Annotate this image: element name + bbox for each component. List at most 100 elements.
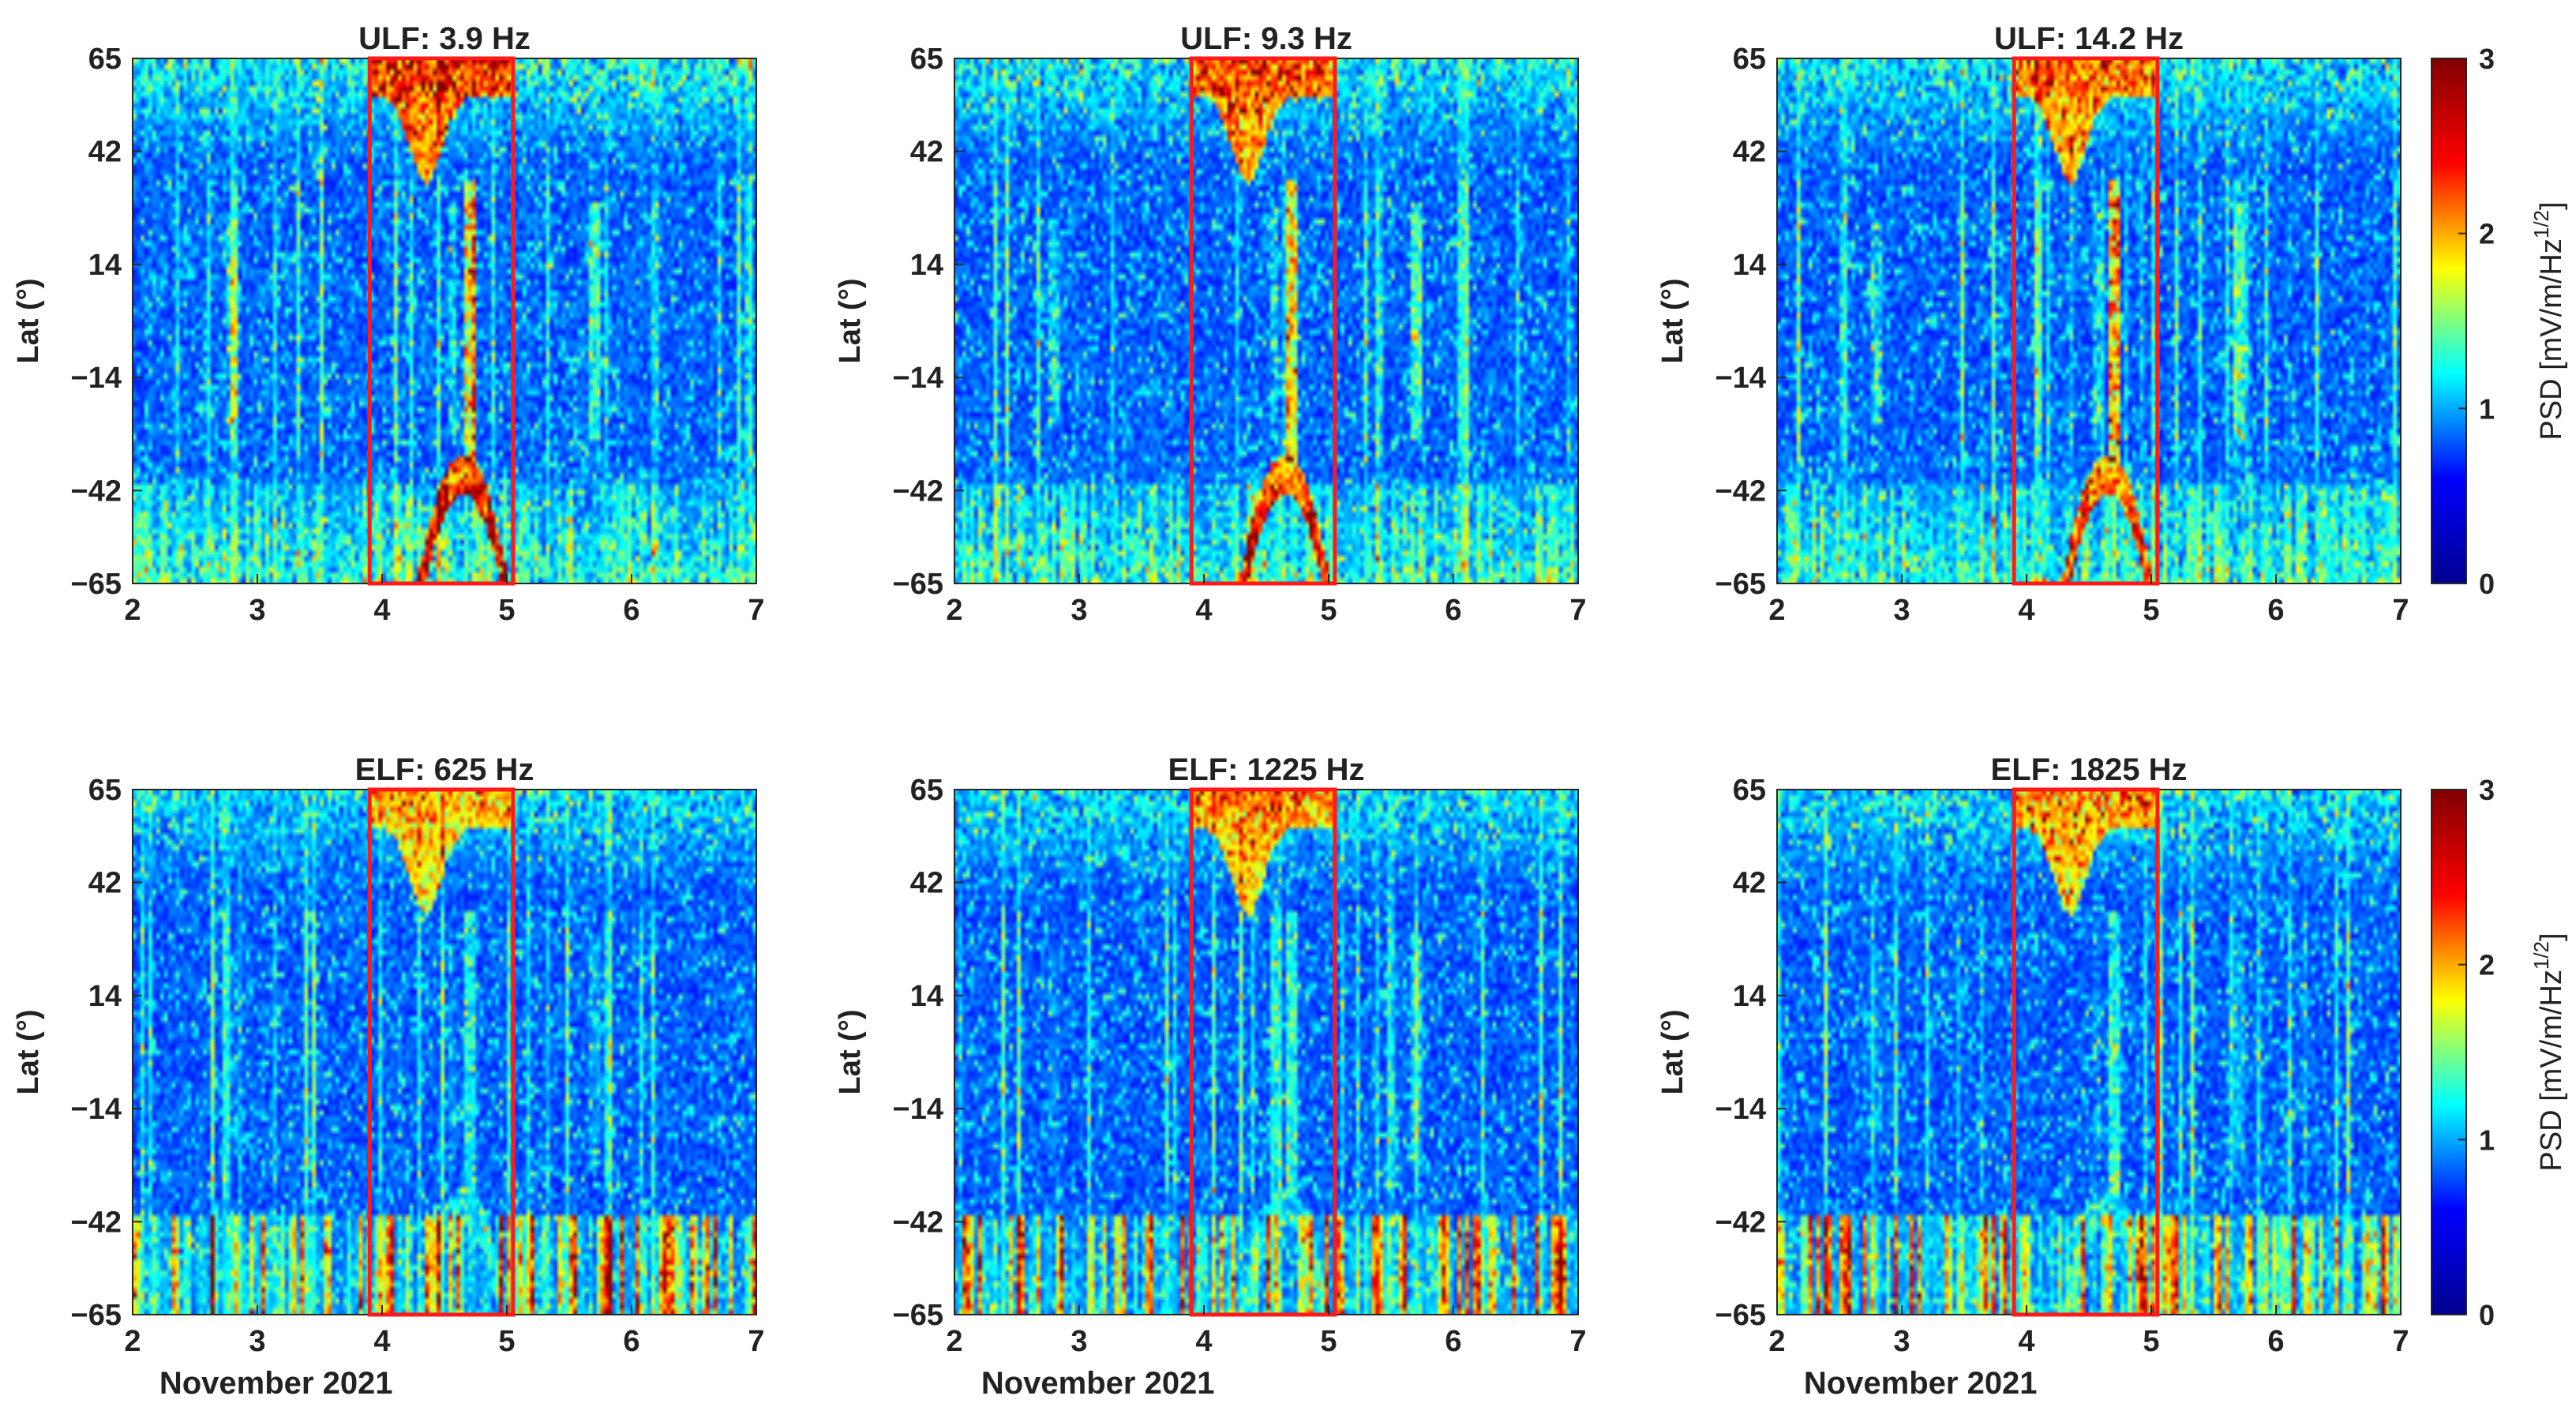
x-tick-label: 7: [2392, 594, 2409, 627]
y-axis-label: Lat (°): [834, 278, 867, 363]
y-tick-label: 65: [1733, 43, 1766, 76]
panel-title: ELF: 1225 Hz: [1168, 752, 1365, 787]
y-axis-label: Lat (°): [12, 278, 45, 363]
panel-title: ULF: 14.2 Hz: [1994, 21, 2184, 56]
y-tick-label: −42: [71, 1206, 122, 1239]
x-tick-label: 4: [1195, 594, 1212, 627]
colorbar-tick-label: 0: [2479, 1299, 2495, 1331]
y-tick-label: 65: [910, 43, 943, 76]
y-tick-label: 65: [1733, 774, 1766, 807]
x-axis-label: November 2021: [1804, 1366, 2038, 1401]
colorbar-tick-label: 3: [2479, 43, 2495, 75]
x-tick-label: 6: [1445, 594, 1461, 627]
x-tick-label: 3: [249, 594, 265, 627]
y-tick-label: −14: [71, 362, 122, 395]
panel-1: ULF: 3.9 Hz 2 3 4 5 6 7 65 42 14 −14 −42 −65 Lat (°): [12, 21, 765, 627]
panel-3: ULF: 14.2 Hz 2 3 4 5 6 7 65 42 14 −14 −42 −65 Lat (°): [1656, 21, 2409, 627]
x-tick-label: 3: [1893, 1325, 1910, 1358]
y-tick-label: −42: [71, 475, 122, 508]
y-tick-label: 65: [910, 774, 943, 807]
y-axis-label: Lat (°): [1656, 278, 1689, 363]
heatmap-image: [1777, 58, 2401, 583]
highlight-box: [1189, 787, 1337, 1317]
x-tick-label: 2: [946, 594, 962, 627]
x-tick-label: 3: [1071, 594, 1087, 627]
y-tick-label: 65: [88, 43, 122, 76]
highlight-box: [367, 56, 516, 586]
colorbar-tick-label: 2: [2479, 949, 2495, 981]
heatmap-image: [954, 790, 1578, 1315]
colorbar-label: PSD [mV/m/Hz1/2]: [2529, 932, 2568, 1171]
y-tick-label: −14: [893, 1093, 943, 1126]
y-tick-label: 42: [1733, 867, 1766, 900]
y-axis-label: Lat (°): [834, 1009, 867, 1094]
x-tick-label: 4: [373, 594, 390, 627]
colorbar-tick-label: 0: [2479, 568, 2495, 600]
y-tick-label: 42: [1733, 136, 1766, 169]
panel-title: ELF: 1825 Hz: [1991, 752, 2188, 787]
highlight-box: [1189, 56, 1337, 586]
colorbar-gradient: [2431, 789, 2467, 1315]
panel-title: ULF: 3.9 Hz: [358, 21, 531, 56]
colorbar-label: PSD [mV/m/Hz1/2]: [2529, 201, 2568, 440]
colorbar-group: 0 1 2 3 PSD [mV/m/Hz1/2] 0 1 2 3 PSD [mV/m/Hz1/2]: [2431, 43, 2568, 1331]
y-tick-label: −65: [893, 568, 943, 601]
x-tick-label: 7: [1569, 1325, 1586, 1358]
x-tick-label: 6: [2267, 1325, 2284, 1358]
heatmap-image: [133, 790, 756, 1315]
panel-4: ELF: 625 Hz 2 3 4 5 6 7 65 42 14 −14 −42 −65 Lat (°) N…: [12, 752, 765, 1401]
y-tick-label: 42: [88, 136, 122, 169]
x-tick-label: 2: [124, 594, 141, 627]
panel-title: ULF: 9.3 Hz: [1180, 21, 1352, 56]
y-tick-label: −42: [1715, 1206, 1766, 1239]
panel-6: ELF: 1825 Hz 2 3 4 5 6 7 65 42 14 −14 −42 −65 Lat (°)…: [1656, 752, 2409, 1401]
x-axis-label: November 2021: [981, 1366, 1215, 1401]
y-tick-label: −42: [893, 1206, 943, 1239]
highlight-box: [367, 787, 516, 1317]
y-tick-label: −14: [1715, 362, 1766, 395]
y-tick-label: 14: [88, 249, 122, 282]
x-tick-label: 2: [946, 1325, 962, 1358]
x-tick-label: 5: [1320, 594, 1337, 627]
y-tick-label: 14: [910, 980, 943, 1013]
y-tick-label: −14: [1715, 1093, 1766, 1126]
y-tick-label: −65: [1715, 568, 1766, 601]
highlight-box: [2012, 787, 2160, 1317]
x-tick-label: 6: [623, 1325, 639, 1358]
y-axis-label: Lat (°): [1656, 1009, 1689, 1094]
x-tick-label: 3: [1071, 1325, 1087, 1358]
highlight-box: [2012, 56, 2160, 586]
y-tick-label: 14: [1733, 249, 1766, 282]
y-tick-label: 65: [88, 774, 122, 807]
y-tick-label: −65: [71, 568, 122, 601]
heatmap-image: [954, 58, 1578, 583]
x-tick-label: 7: [748, 1325, 764, 1358]
y-tick-label: 42: [910, 867, 943, 900]
y-tick-label: −65: [1715, 1299, 1766, 1332]
y-tick-label: 42: [910, 136, 943, 169]
panel-5: ELF: 1225 Hz 2 3 4 5 6 7 65 42 14 −14 −42 −65 Lat (°)…: [834, 752, 1587, 1401]
colorbar-tick-label: 3: [2479, 774, 2495, 806]
y-tick-label: −14: [71, 1093, 122, 1126]
x-tick-label: 4: [2018, 1325, 2034, 1358]
x-tick-label: 5: [2143, 594, 2159, 627]
y-tick-label: −14: [893, 362, 943, 395]
x-tick-label: 4: [1195, 1325, 1212, 1358]
x-tick-label: 2: [1768, 1325, 1785, 1358]
heatmap-image: [133, 58, 756, 583]
x-tick-label: 4: [373, 1325, 390, 1358]
y-tick-label: 42: [88, 867, 122, 900]
y-tick-label: −42: [893, 475, 943, 508]
colorbar-tick-label: 1: [2479, 392, 2495, 425]
panel-title: ELF: 625 Hz: [355, 752, 534, 787]
y-tick-label: 14: [1733, 980, 1766, 1013]
x-tick-label: 7: [2392, 1325, 2409, 1358]
x-tick-label: 5: [1320, 1325, 1337, 1358]
colorbar-tick-label: 2: [2479, 218, 2495, 250]
x-tick-label: 4: [2018, 594, 2034, 627]
y-tick-label: 14: [88, 980, 122, 1013]
x-tick-label: 2: [1768, 594, 1785, 627]
panel-2: ULF: 9.3 Hz 2 3 4 5 6 7 65 42 14 −14 −42 −65 Lat (°): [834, 21, 1587, 627]
